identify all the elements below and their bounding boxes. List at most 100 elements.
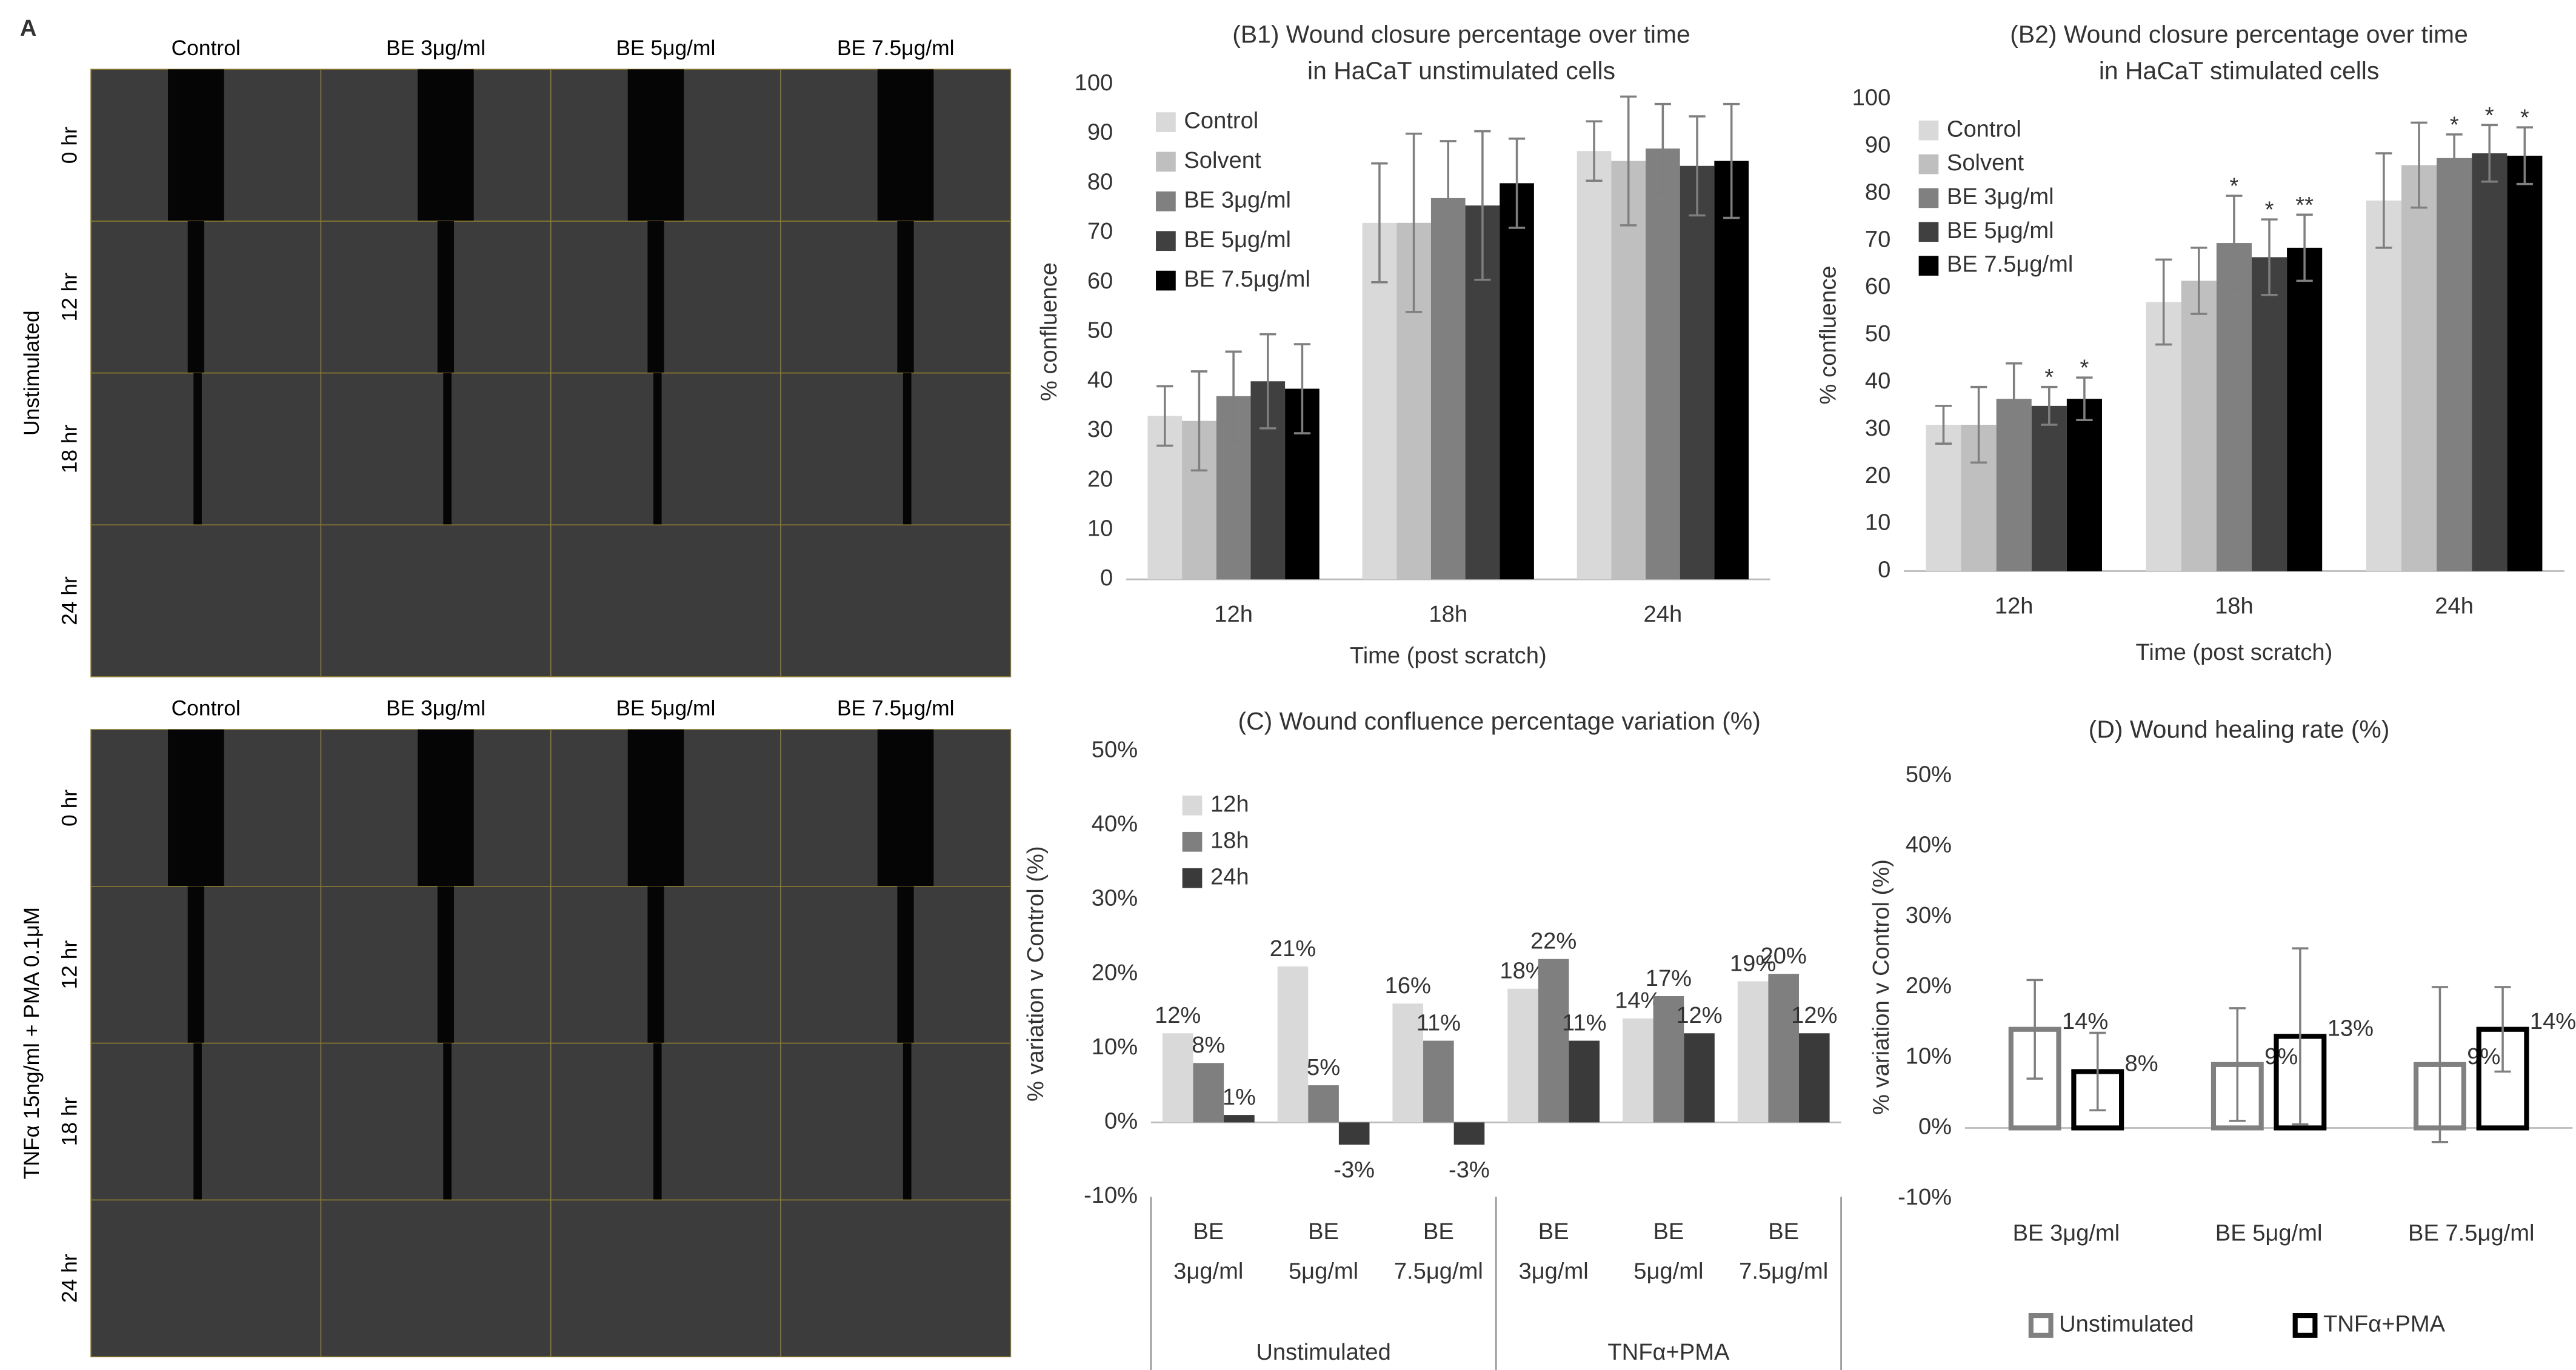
bar xyxy=(1680,165,1715,580)
bar xyxy=(1193,1063,1224,1123)
data-label: 14% xyxy=(2062,1008,2108,1034)
micrograph xyxy=(550,372,781,526)
micrograph xyxy=(550,524,781,677)
bar xyxy=(1453,1122,1485,1145)
wound-gap xyxy=(168,730,224,886)
chart-title: (D) Wound healing rate (%) xyxy=(2089,716,2390,743)
bar xyxy=(2146,302,2181,571)
wound-gap xyxy=(437,886,454,1043)
micrograph xyxy=(320,886,552,1044)
x-tick-label: BE xyxy=(1423,1219,1454,1245)
bar xyxy=(1611,161,1646,580)
wound-gap xyxy=(877,730,934,886)
micrograph xyxy=(320,1042,552,1201)
micrograph xyxy=(780,524,1012,677)
micrograph xyxy=(550,1042,781,1201)
y-axis-label: % confluence xyxy=(1036,262,1062,401)
y-tick-label: 50 xyxy=(1087,318,1113,344)
legend-swatch xyxy=(1918,222,1939,242)
bar xyxy=(2181,281,2217,571)
data-label: 11% xyxy=(1562,1009,1606,1036)
significance-marker: * xyxy=(2044,364,2054,390)
wound-gap xyxy=(443,373,452,525)
micrograph xyxy=(90,1042,322,1201)
legend-label: 24h xyxy=(1210,863,1249,890)
data-label: 5% xyxy=(1307,1054,1340,1080)
x-tick-label: 7.5μg/ml xyxy=(1739,1258,1828,1284)
y-tick-label: 0% xyxy=(1918,1114,1952,1140)
y-tick-label: 40 xyxy=(1865,368,1890,394)
x-tick-label: BE xyxy=(1193,1219,1224,1245)
x-tick-label: BE xyxy=(1308,1219,1339,1245)
bar xyxy=(2216,243,2252,571)
legend-swatch xyxy=(1918,188,1939,208)
micrograph xyxy=(780,886,1012,1044)
bar xyxy=(1646,148,1680,580)
data-label: 12% xyxy=(1155,1002,1201,1028)
row-label: 24 hr xyxy=(58,576,82,625)
y-tick-label: 20 xyxy=(1087,466,1113,492)
legend-swatch xyxy=(1918,256,1939,276)
bar xyxy=(1423,1040,1454,1123)
column-label: BE 3μg/ml xyxy=(386,696,486,720)
data-label: 11% xyxy=(1416,1009,1461,1036)
legend-label: Control xyxy=(1184,108,1258,134)
micrograph xyxy=(780,221,1012,374)
chart-title: (C) Wound confluence percentage variatio… xyxy=(1238,707,1761,735)
column-label: BE 7.5μg/ml xyxy=(837,36,955,60)
column-label: BE 3μg/ml xyxy=(386,36,486,60)
legend-label: BE 5μg/ml xyxy=(1184,227,1291,253)
micrograph xyxy=(90,886,322,1044)
chart-title: in HaCaT stimulated cells xyxy=(2099,57,2380,85)
y-axis-label: % variation v Control (%) xyxy=(1023,846,1049,1102)
row-label: 0 hr xyxy=(58,127,82,164)
y-tick-label: 90 xyxy=(1865,131,1890,158)
chart-title: (B1) Wound closure percentage over time xyxy=(1232,21,1690,48)
bar xyxy=(1737,981,1769,1123)
y-tick-label: 0% xyxy=(1104,1108,1138,1134)
wound-gap xyxy=(187,221,204,373)
data-label: 12% xyxy=(1791,1002,1837,1028)
bar xyxy=(1507,988,1538,1123)
bar xyxy=(2031,405,2067,571)
significance-marker: ** xyxy=(2295,192,2314,218)
micrograph xyxy=(550,1199,781,1358)
legend-swatch xyxy=(1156,270,1176,291)
bar xyxy=(2251,257,2287,571)
bar xyxy=(2366,200,2401,571)
micrograph xyxy=(780,1199,1012,1358)
y-tick-label: 10% xyxy=(1906,1043,1952,1069)
bar xyxy=(1224,1115,1255,1123)
y-tick-label: 10 xyxy=(1087,516,1113,542)
y-tick-label: 50 xyxy=(1865,321,1890,347)
significance-marker: * xyxy=(2485,102,2494,128)
wound-gap xyxy=(443,1043,452,1200)
bar xyxy=(1684,1033,1715,1123)
legend-label: BE 7.5μg/ml xyxy=(1947,251,2073,278)
row-label: 0 hr xyxy=(58,790,82,826)
legend-swatch xyxy=(1156,112,1176,132)
wound-gap xyxy=(418,730,474,886)
bar xyxy=(1500,183,1534,580)
micrograph xyxy=(550,886,781,1044)
bar xyxy=(1430,198,1466,580)
column-label: BE 5μg/ml xyxy=(616,696,715,720)
bar xyxy=(2287,247,2323,571)
bar xyxy=(1622,1018,1653,1123)
micrograph xyxy=(320,524,552,677)
legend-label: 12h xyxy=(1210,791,1249,817)
x-tick-label: BE xyxy=(1768,1219,1799,1245)
bar xyxy=(1653,996,1684,1123)
y-tick-label: 30 xyxy=(1087,416,1113,442)
y-tick-label: 60 xyxy=(1087,268,1113,294)
data-label: 12% xyxy=(1676,1002,1722,1028)
wound-gap xyxy=(653,1043,662,1200)
data-label: -3% xyxy=(1449,1157,1490,1183)
wound-gap xyxy=(647,221,664,373)
legend-label: Solvent xyxy=(1947,150,2024,176)
bar xyxy=(1768,974,1799,1123)
bar xyxy=(2066,399,2102,571)
x-tick-label: 18h xyxy=(1429,601,1467,627)
